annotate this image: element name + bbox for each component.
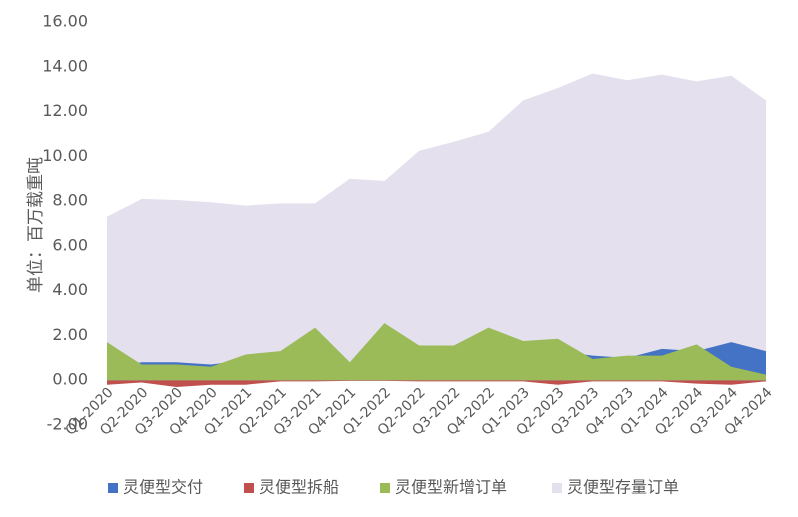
area-series-2 [107,323,766,381]
y-tick-label: 0.00 [52,370,88,389]
y-tick-label: 10.00 [42,146,88,165]
legend-label: 灵便型新增订单 [395,478,507,497]
legend-label: 灵便型拆船 [259,478,339,497]
y-tick-label: 16.00 [42,12,88,31]
legend-label: 灵便型交付 [123,478,203,497]
legend-swatch [552,483,562,493]
legend: 灵便型交付 灵便型拆船 灵便型新增订单 灵便型存量订单 [108,478,679,497]
y-tick-label: 14.00 [42,56,88,75]
y-tick-label: 8.00 [52,191,88,210]
y-tick-label: 6.00 [52,235,88,254]
legend-label: 灵便型存量订单 [567,478,679,497]
area-series-1 [107,380,766,387]
y-tick-label: -2.00 [47,415,88,434]
x-axis-ticks: Q1-2020Q2-2020Q3-2020Q4-2020Q1-2021Q2-20… [62,385,775,439]
series-areas [107,73,766,387]
y-axis-label: 单位：百万载重吨 [26,157,46,293]
legend-swatch [380,483,390,493]
legend-swatch [108,483,118,493]
y-tick-label: 12.00 [42,101,88,120]
legend-swatch [244,483,254,493]
y-axis-ticks: -2.00 0.00 2.00 4.00 6.00 8.00 10.00 12.00 14.00… [42,12,88,434]
y-tick-label: 4.00 [52,280,88,299]
y-tick-label: 2.00 [52,325,88,344]
area-series-3 [107,73,766,381]
